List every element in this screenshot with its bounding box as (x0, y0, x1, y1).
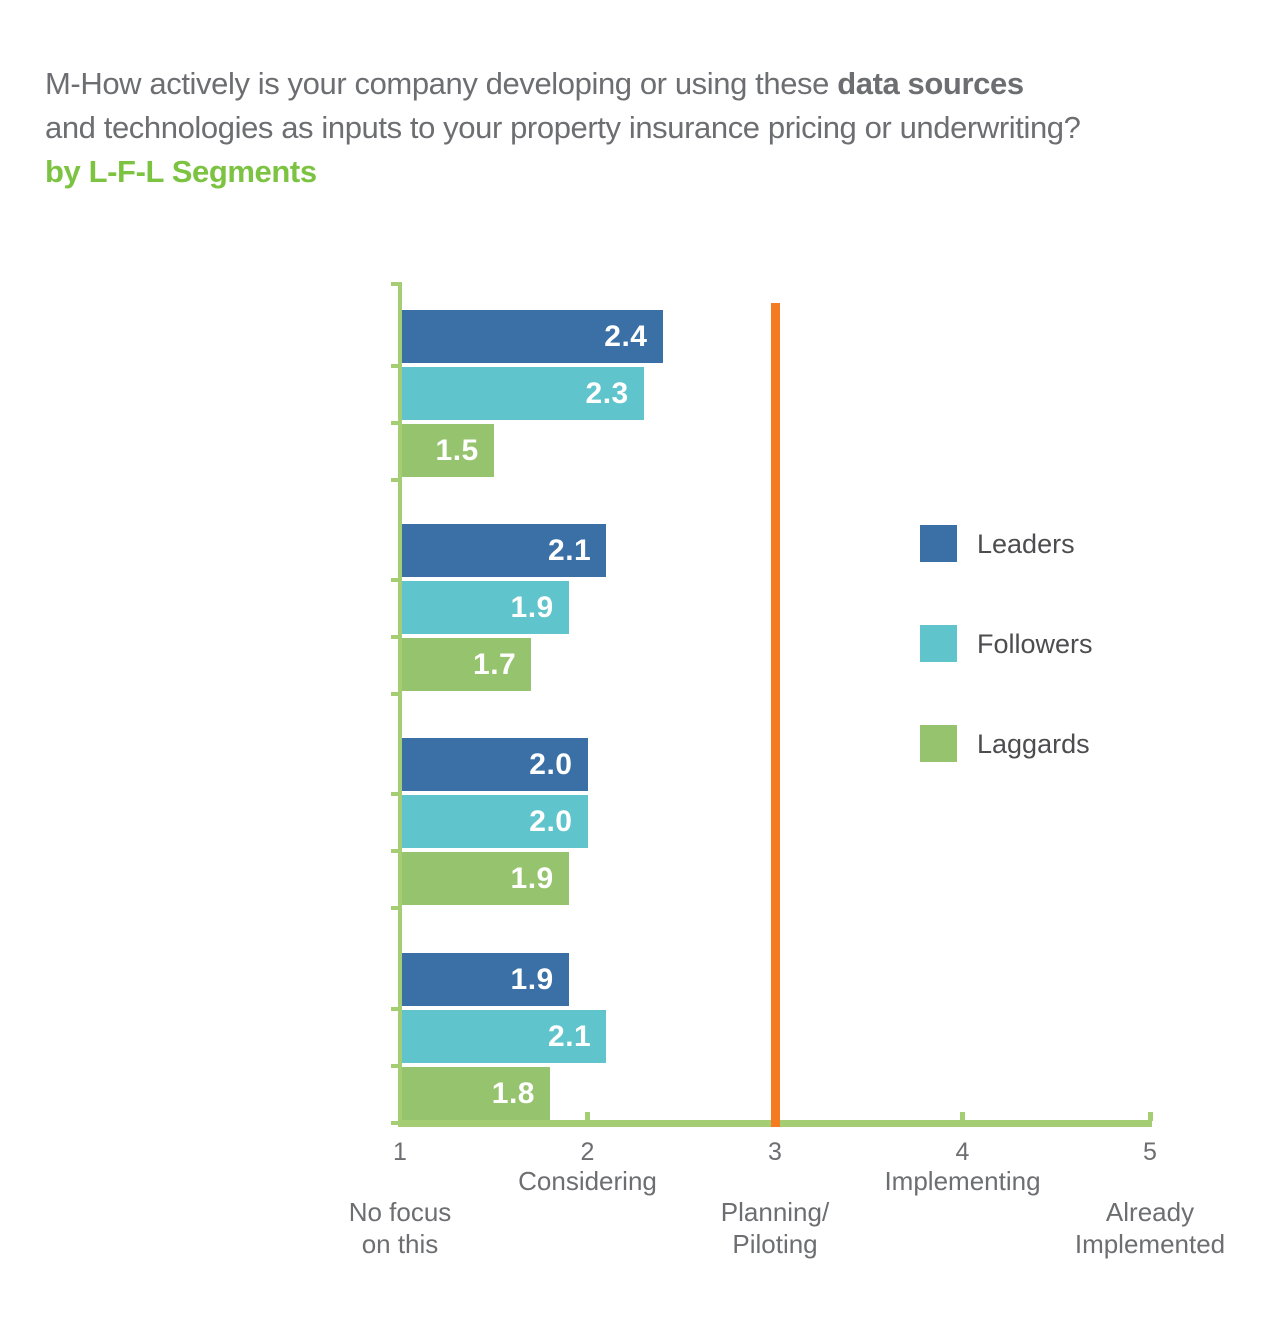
x-tick-number: 2 (580, 1138, 595, 1166)
bar-value-label: 2.0 (529, 748, 573, 781)
y-axis-tick (391, 1064, 402, 1068)
bar-followers-group3: 2.0 (402, 795, 588, 848)
legend-swatch-followers (920, 625, 957, 662)
title-line-1-text: M-How actively is your company developin… (45, 66, 838, 101)
x-tick-label: Planning/ Piloting (720, 1197, 830, 1259)
x-axis-tick (397, 1112, 403, 1121)
bar-value-label: 2.3 (585, 377, 629, 410)
y-axis-tick (391, 282, 402, 286)
legend-label-laggards: Laggards (977, 729, 1090, 759)
x-tick-label: Already Implemented (1074, 1197, 1226, 1259)
y-axis-tick (391, 849, 402, 853)
bar-value-label: 2.4 (604, 320, 648, 353)
y-axis-tick (391, 635, 402, 639)
bar-followers-group2: 1.9 (402, 581, 569, 634)
y-axis-tick (391, 691, 402, 696)
y-axis-tick (391, 1120, 402, 1125)
chart-subtitle: by L-F-L Segments (45, 154, 317, 189)
legend-label-leaders: Leaders (977, 529, 1075, 559)
legend-label-followers: Followers (977, 629, 1093, 659)
legend-swatch-laggards (920, 725, 957, 762)
y-axis-tick (391, 1007, 402, 1011)
bar-value-label: 1.9 (510, 861, 554, 895)
title-line-2: and technologies as inputs to your prope… (45, 110, 1081, 145)
bar-leaders-group2: 2.1 (402, 524, 607, 577)
x-tick-number: 4 (955, 1138, 970, 1166)
bar-laggards-group4: 1.8 (402, 1066, 550, 1120)
bar-value-label: 2.1 (548, 534, 592, 567)
bar-leaders-group1: 2.4 (402, 310, 663, 363)
x-tick-label: Considering (518, 1166, 657, 1196)
y-axis-line (398, 282, 402, 1127)
bar-followers-group4: 2.1 (402, 1010, 607, 1063)
x-tick-label: No focus on this (348, 1197, 452, 1259)
y-axis-tick (391, 477, 402, 482)
x-tick-number: 5 (1143, 1138, 1157, 1166)
bar-followers-group1: 2.3 (402, 367, 644, 420)
bar-value-label: 1.9 (510, 963, 554, 996)
bar-leaders-group4: 1.9 (402, 953, 569, 1006)
y-axis-tick (391, 364, 402, 368)
x-axis-tick (1147, 1112, 1153, 1121)
y-axis-tick (391, 578, 402, 582)
y-axis-tick (391, 905, 402, 910)
bar-value-label: 1.5 (435, 433, 479, 467)
x-tick-number: 3 (768, 1138, 782, 1166)
bar-value-label: 2.0 (529, 805, 573, 838)
bar-value-label: 1.8 (491, 1076, 535, 1110)
bar-value-label: 1.9 (510, 591, 554, 624)
bar-value-label: 1.7 (473, 647, 517, 681)
bar-laggards-group1: 1.5 (402, 423, 494, 477)
x-tick-number: 1 (393, 1138, 407, 1166)
y-axis-tick (391, 421, 402, 425)
title-line-1-bold-text: data sources (837, 66, 1024, 101)
bar-leaders-group3: 2.0 (402, 738, 588, 791)
title-line-1: M-How actively is your company developin… (45, 62, 1280, 106)
x-axis-tick (585, 1112, 590, 1121)
x-axis-tick (960, 1112, 965, 1121)
y-axis-tick (391, 792, 402, 796)
legend-swatch-leaders (920, 525, 957, 562)
bar-laggards-group3: 1.9 (402, 851, 569, 905)
x-tick-label: Implementing (884, 1166, 1041, 1196)
bar-value-label: 2.1 (548, 1020, 592, 1053)
bar-laggards-group2: 1.7 (402, 637, 532, 691)
chart-title-block: M-How actively is your company developin… (45, 62, 1280, 194)
reference-line (770, 303, 780, 1127)
